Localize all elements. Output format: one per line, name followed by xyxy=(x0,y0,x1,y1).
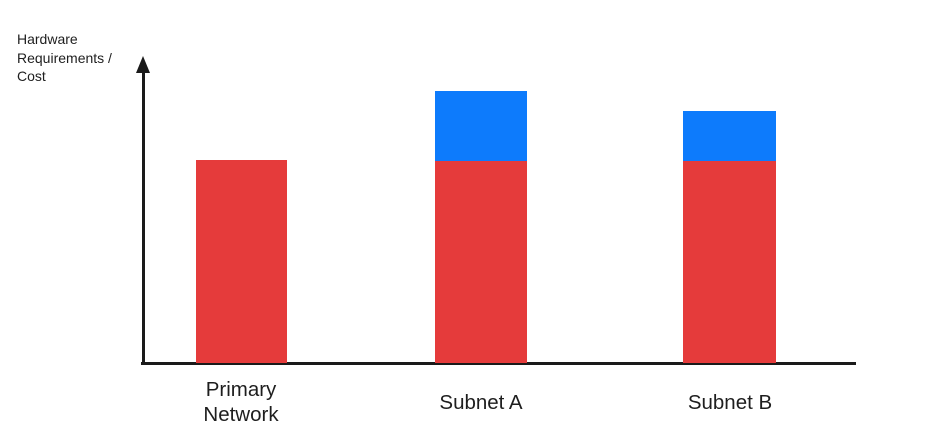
bar-segment-primary-network-red xyxy=(196,160,287,363)
x-axis-line xyxy=(141,362,856,365)
bar-segment-subnet-a-blue xyxy=(435,91,527,161)
bar-segment-subnet-b-blue xyxy=(683,111,776,161)
bar-segment-subnet-b-red xyxy=(683,161,776,363)
category-label-primary-network: Primary Network xyxy=(203,378,279,426)
y-axis-label: Hardware Requirements / Cost xyxy=(17,31,112,84)
bar-segment-subnet-a-red xyxy=(435,161,527,363)
y-axis-line xyxy=(142,62,145,365)
category-label-subnet-b: Subnet B xyxy=(687,390,773,414)
category-label-subnet-a: Subnet A xyxy=(439,390,523,414)
